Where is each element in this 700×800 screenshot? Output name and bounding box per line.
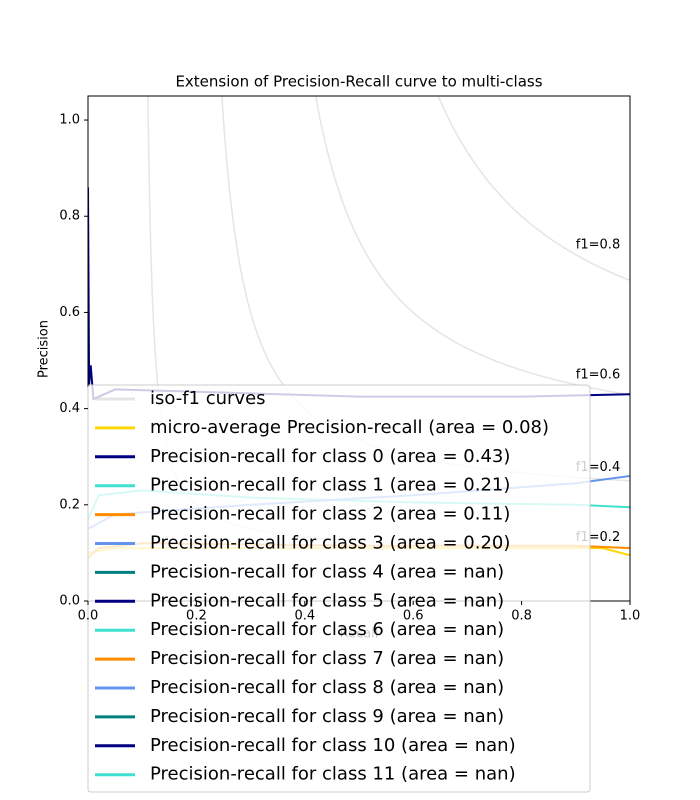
y-tick-label: 0.0: [59, 594, 80, 609]
chart-title: Extension of Precision-Recall curve to m…: [175, 73, 542, 91]
iso-f1-curve: [314, 96, 630, 396]
y-tick-label: 1.0: [59, 113, 80, 128]
x-tick-label: 0.0: [78, 609, 99, 624]
x-tick-label: 0.8: [511, 609, 532, 624]
legend-label: Precision-recall for class 4 (area = nan…: [150, 561, 504, 582]
x-tick-label: 0.4: [294, 609, 315, 624]
y-tick-label: 0.6: [59, 305, 80, 320]
legend-frame: [87, 384, 591, 793]
legend-label: Precision-recall for class 6 (area = nan…: [150, 619, 504, 640]
y-axis-label: Precision: [37, 320, 52, 378]
legend-label: Precision-recall for class 1 (area = 0.2…: [150, 475, 510, 496]
legend-label: Precision-recall for class 3 (area = 0.2…: [150, 533, 510, 554]
x-tick-label: 0.2: [186, 609, 207, 624]
y-tick-label: 0.4: [59, 401, 80, 416]
iso-f1-label: f1=0.6: [576, 367, 620, 382]
legend-label: Precision-recall for class 7 (area = nan…: [150, 648, 504, 669]
legend-label: Precision-recall for class 8 (area = nan…: [150, 677, 504, 698]
y-tick-label: 0.2: [59, 497, 80, 512]
legend-label: Precision-recall for class 2 (area = 0.1…: [150, 504, 510, 525]
legend-label: Precision-recall for class 11 (area = na…: [150, 764, 516, 785]
legend-label: Precision-recall for class 10 (area = na…: [150, 735, 516, 756]
legend-label: iso-f1 curves: [150, 388, 266, 409]
y-tick-label: 0.8: [59, 209, 80, 224]
iso-f1-curve: [437, 96, 630, 282]
x-tick-label: 1.0: [620, 609, 641, 624]
legend-label: Precision-recall for class 0 (area = 0.4…: [150, 446, 510, 467]
legend-label: micro-average Precision-recall (area = 0…: [150, 417, 549, 438]
legend: iso-f1 curves micro-average Precision-rec…: [87, 384, 591, 793]
iso-f1-label: f1=0.8: [576, 238, 620, 253]
x-tick-label: 0.6: [403, 609, 424, 624]
legend-label: Precision-recall for class 9 (area = nan…: [150, 706, 504, 727]
legend-label: Precision-recall for class 5 (area = nan…: [150, 590, 504, 611]
